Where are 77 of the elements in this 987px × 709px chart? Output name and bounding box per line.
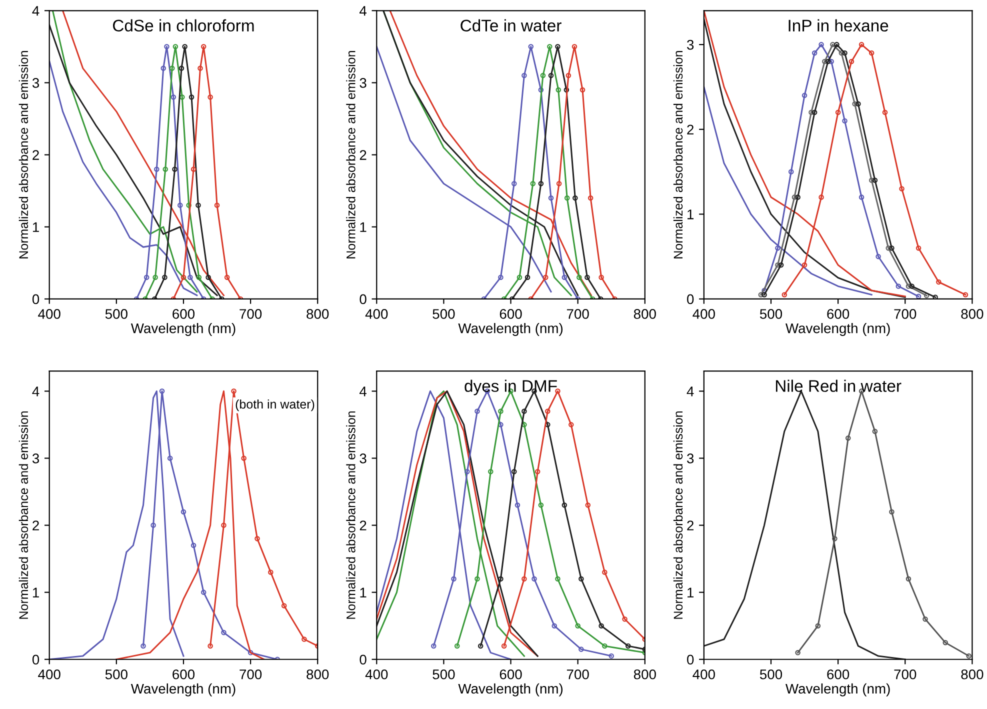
chart-title: CdSe in chloroform	[113, 19, 254, 32]
y-tick-label: 1	[360, 222, 366, 232]
x-tick-label: 400	[692, 669, 715, 680]
y-tick-label: 2	[687, 520, 694, 530]
x-axis-title: Wavelength (nm)	[458, 323, 563, 336]
x-tick-label: 600	[172, 309, 195, 319]
x-tick-label: 800	[306, 309, 329, 319]
x-tick-label: 800	[961, 669, 984, 680]
y-tick-label: 3	[687, 454, 694, 464]
y-tick-label: 2	[32, 150, 39, 160]
x-tick-label: 600	[827, 669, 850, 680]
y-tick-label: 0	[687, 654, 694, 665]
y-tick-label: 1	[688, 210, 694, 220]
x-tick-label: 600	[172, 669, 195, 680]
x-tick-label: 700	[240, 309, 262, 319]
x-tick-label: 600	[500, 669, 522, 680]
chart-title: InP in hexane	[788, 19, 888, 32]
y-tick-label: 4	[360, 386, 367, 396]
y-tick-label: 2	[360, 150, 366, 160]
x-tick-label: 800	[306, 669, 329, 680]
x-tick-label: 400	[692, 309, 715, 319]
x-tick-label: 500	[760, 669, 782, 680]
y-tick-label: 0	[360, 654, 366, 665]
y-tick-label: 2	[687, 124, 694, 134]
y-axis-title: Normalized absorbance and emission	[18, 411, 28, 619]
x-tick-label: 600	[500, 309, 522, 319]
y-axis-title: Normalized absorbance and emission	[18, 51, 28, 258]
x-tick-label: 500	[105, 309, 128, 319]
y-tick-label: 2	[32, 520, 39, 530]
x-tick-label: 500	[432, 309, 455, 319]
x-tick-label: 700	[566, 669, 589, 680]
x-tick-label: 500	[105, 669, 128, 680]
y-tick-label: 3	[360, 78, 366, 88]
y-tick-label: 0	[32, 654, 40, 665]
x-tick-label: 800	[634, 309, 656, 319]
y-tick-label: 0	[687, 294, 694, 304]
y-axis-title: Normalized absorbance and emission	[673, 411, 683, 619]
x-tick-label: 400	[365, 309, 388, 319]
x-tick-label: 700	[894, 309, 916, 319]
y-tick-label: 3	[32, 454, 40, 464]
annotation: (both in water)	[236, 399, 314, 412]
y-tick-label: 4	[360, 6, 367, 16]
x-axis-title: Wavelength (nm)	[458, 683, 563, 696]
x-tick-label: 700	[240, 669, 262, 680]
y-tick-label: 4	[686, 386, 694, 396]
x-axis-title: Wavelength (nm)	[130, 323, 236, 336]
y-tick-label: 1	[32, 588, 39, 598]
chart-title: CdTe in water	[460, 19, 562, 32]
x-tick-label: 800	[961, 309, 984, 319]
y-tick-label: 1	[688, 588, 694, 598]
y-tick-label: 3	[360, 454, 366, 464]
x-axis-title: Wavelength (nm)	[130, 683, 236, 696]
x-axis-title: Wavelength (nm)	[786, 323, 890, 336]
x-axis-title: Wavelength (nm)	[786, 683, 890, 696]
x-tick-label: 500	[432, 669, 455, 680]
y-tick-label: 4	[32, 6, 40, 16]
y-tick-label: 3	[32, 78, 40, 88]
x-tick-label: 800	[634, 669, 656, 680]
y-axis-title: Normalized absorbance and emission	[346, 51, 356, 258]
y-tick-label: 0	[32, 294, 40, 304]
y-tick-label: 0	[360, 294, 366, 304]
chart-title: dyes in DMF	[464, 380, 557, 396]
x-tick-label: 400	[38, 669, 60, 680]
x-tick-label: 500	[760, 309, 782, 319]
chart-title: Nile Red in water	[776, 380, 902, 392]
y-tick-label: 1	[360, 588, 366, 598]
y-tick-label: 2	[360, 520, 366, 530]
y-tick-label: 3	[687, 40, 694, 50]
x-tick-label: 700	[566, 309, 589, 319]
y-axis-title: Normalized absorbance and emission	[673, 51, 683, 258]
y-tick-label: 1	[32, 222, 39, 232]
x-tick-label: 400	[38, 309, 60, 319]
x-tick-label: 600	[827, 309, 850, 319]
y-axis-title: Normalized absorbance and emission	[346, 411, 356, 619]
y-tick-label: 4	[32, 386, 40, 396]
x-tick-label: 400	[365, 669, 388, 680]
x-tick-label: 700	[894, 669, 916, 680]
